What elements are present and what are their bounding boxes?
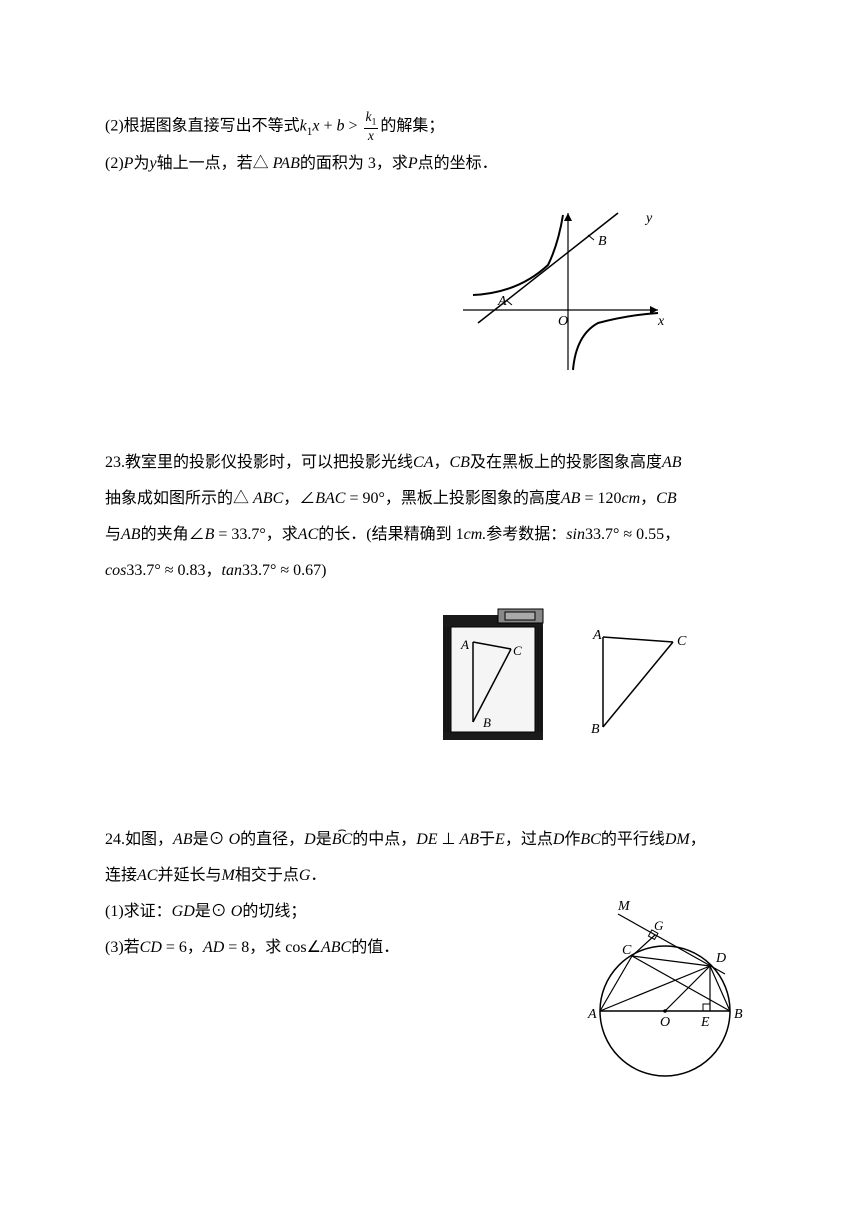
svg-text:C: C xyxy=(622,943,632,958)
text: (2)根据图象直接写出不等式 xyxy=(105,118,300,135)
q22-part2a: (2)根据图象直接写出不等式k1x + b > k1x的解集； xyxy=(105,110,760,144)
q23-svg: A C B A C B xyxy=(433,607,693,747)
svg-text:A: A xyxy=(592,628,602,643)
plus: + xyxy=(319,118,336,135)
svg-text:B: B xyxy=(734,1007,743,1022)
fraction: k1x xyxy=(364,110,379,144)
gt: > xyxy=(345,118,362,135)
svg-text:O: O xyxy=(660,1015,670,1030)
q22-graph-svg: y x O A B xyxy=(458,205,668,375)
q24-svg: M G C D A O E B xyxy=(570,896,760,1086)
text: 的解集； xyxy=(380,118,444,135)
var-b: b xyxy=(337,118,345,135)
svg-text:x: x xyxy=(657,314,665,329)
q23-line2: 抽象成如图所示的△ ABC，∠BAC = 90°，黑板上投影图象的高度AB = … xyxy=(105,483,760,515)
svg-text:E: E xyxy=(700,1015,710,1030)
svg-text:C: C xyxy=(513,643,522,658)
q24-line1: 24.如图，AB是⊙ O的直径，D是BC的中点，DE ⊥ AB于E，过点D作BC… xyxy=(105,824,760,856)
q23-line4: cos33.7° ≈ 0.83，tan33.7° ≈ 0.67) xyxy=(105,555,760,587)
q22-figure: y x O A B xyxy=(365,205,760,387)
svg-text:D: D xyxy=(715,951,726,966)
svg-text:A: A xyxy=(497,294,507,309)
q24-line2: 连接AC并延长与M相交于点G． xyxy=(105,860,760,892)
svg-text:G: G xyxy=(654,918,664,933)
q24-figure: M G C D A O E B xyxy=(570,896,760,1098)
q23-line3: 与AB的夹角∠B = 33.7°，求AC的长．(结果精确到 1cm.参考数据：s… xyxy=(105,519,760,551)
svg-text:y: y xyxy=(644,211,653,226)
svg-text:M: M xyxy=(617,899,631,914)
svg-text:A: A xyxy=(460,637,469,652)
svg-text:B: B xyxy=(591,722,600,737)
q23-line1: 23.教室里的投影仪投影时，可以把投影光线CA，CB及在黑板上的投影图象高度AB xyxy=(105,447,760,479)
svg-text:B: B xyxy=(483,715,491,730)
svg-text:C: C xyxy=(677,634,687,649)
svg-text:B: B xyxy=(598,234,607,249)
var-k: k xyxy=(300,118,307,135)
q22-part2b: (2)P为y轴上一点，若△ PAB的面积为 3，求P点的坐标． xyxy=(105,148,760,180)
q23-figure: A C B A C B xyxy=(365,607,760,759)
svg-text:A: A xyxy=(587,1007,597,1022)
svg-text:O: O xyxy=(558,314,568,329)
page-content: (2)根据图象直接写出不等式k1x + b > k1x的解集； (2)P为y轴上… xyxy=(0,0,860,1158)
